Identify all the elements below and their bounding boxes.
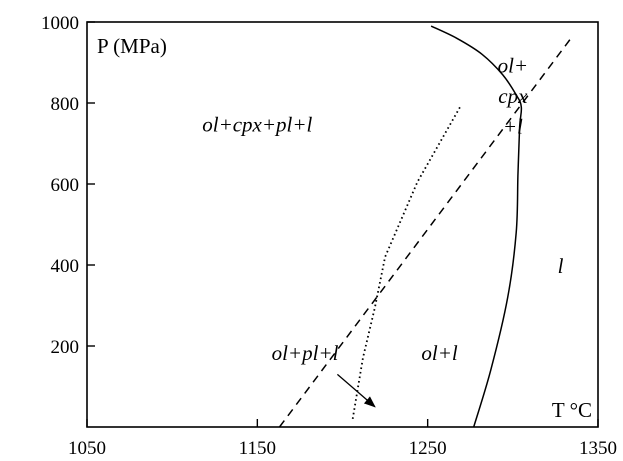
region-label: ol+cpx+pl+l [202,112,312,136]
y-tick-label: 400 [51,256,80,277]
region-label: ol+l [421,341,458,365]
region-label: ol+ [498,54,529,78]
x-tick-label: 1250 [409,438,447,459]
region-label: cpx [498,84,528,108]
y-tick-label: 200 [51,337,80,358]
x-tick-label: 1350 [579,438,617,459]
region-label: +l [503,114,523,138]
y-tick-label: 600 [51,175,80,196]
series-solid-line [430,25,523,428]
plot-frame [86,21,599,428]
series-dashed-line [278,35,574,428]
region-label: ol+pl+l [272,341,339,365]
region-label: l [558,254,564,278]
annotation-arrow [336,373,376,408]
x-tick-label: 1150 [239,438,276,459]
x-axis-title: T °C [552,398,592,422]
y-axis-title: P (MPa) [97,34,167,58]
y-tick-label: 800 [51,94,80,115]
x-tick-label: 1050 [68,438,106,459]
series-dotted-line [351,106,461,420]
y-tick-label: 1000 [41,13,79,34]
